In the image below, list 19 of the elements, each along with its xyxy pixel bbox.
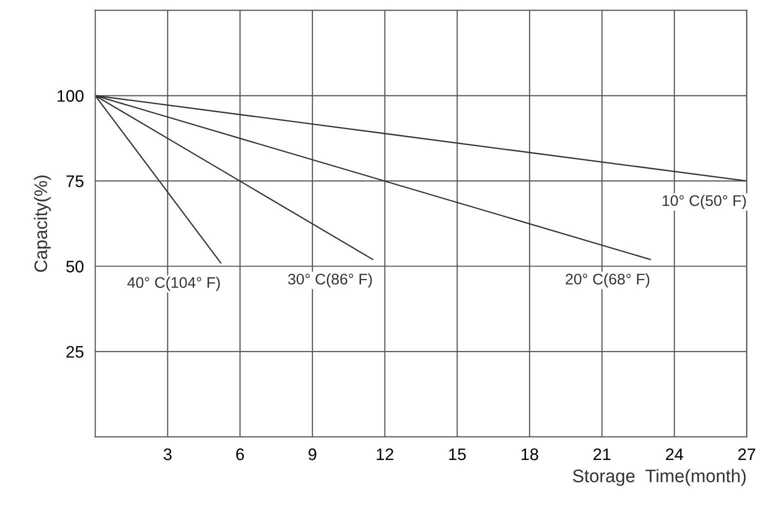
x-tick-label: 18	[522, 448, 538, 460]
series-label: 20° C(68° F)	[566, 273, 650, 288]
x-tick-label: 21	[594, 448, 610, 460]
x-tick-label: 12	[376, 448, 394, 460]
x-tick-label: 15	[449, 448, 466, 460]
x-tick-label: 27	[738, 448, 756, 460]
x-tick-label: 6	[236, 448, 244, 460]
y-tick-label: 100	[58, 90, 84, 102]
x-tick-label: 9	[308, 448, 316, 460]
series-label: 30° C(86° F)	[288, 273, 372, 288]
x-axis-title: Storage Time(month)	[572, 469, 746, 486]
x-tick-label: 24	[666, 448, 684, 460]
y-tick-label: 50	[66, 260, 84, 272]
y-axis-title: Capacity(%)	[34, 176, 51, 272]
series-label: 10° C(50° F)	[662, 194, 746, 210]
y-tick-label: 25	[66, 346, 84, 358]
y-tick-label: 75	[66, 176, 84, 188]
series-label: 40° C(104° F)	[127, 276, 220, 291]
x-tick-label: 3	[164, 448, 172, 460]
